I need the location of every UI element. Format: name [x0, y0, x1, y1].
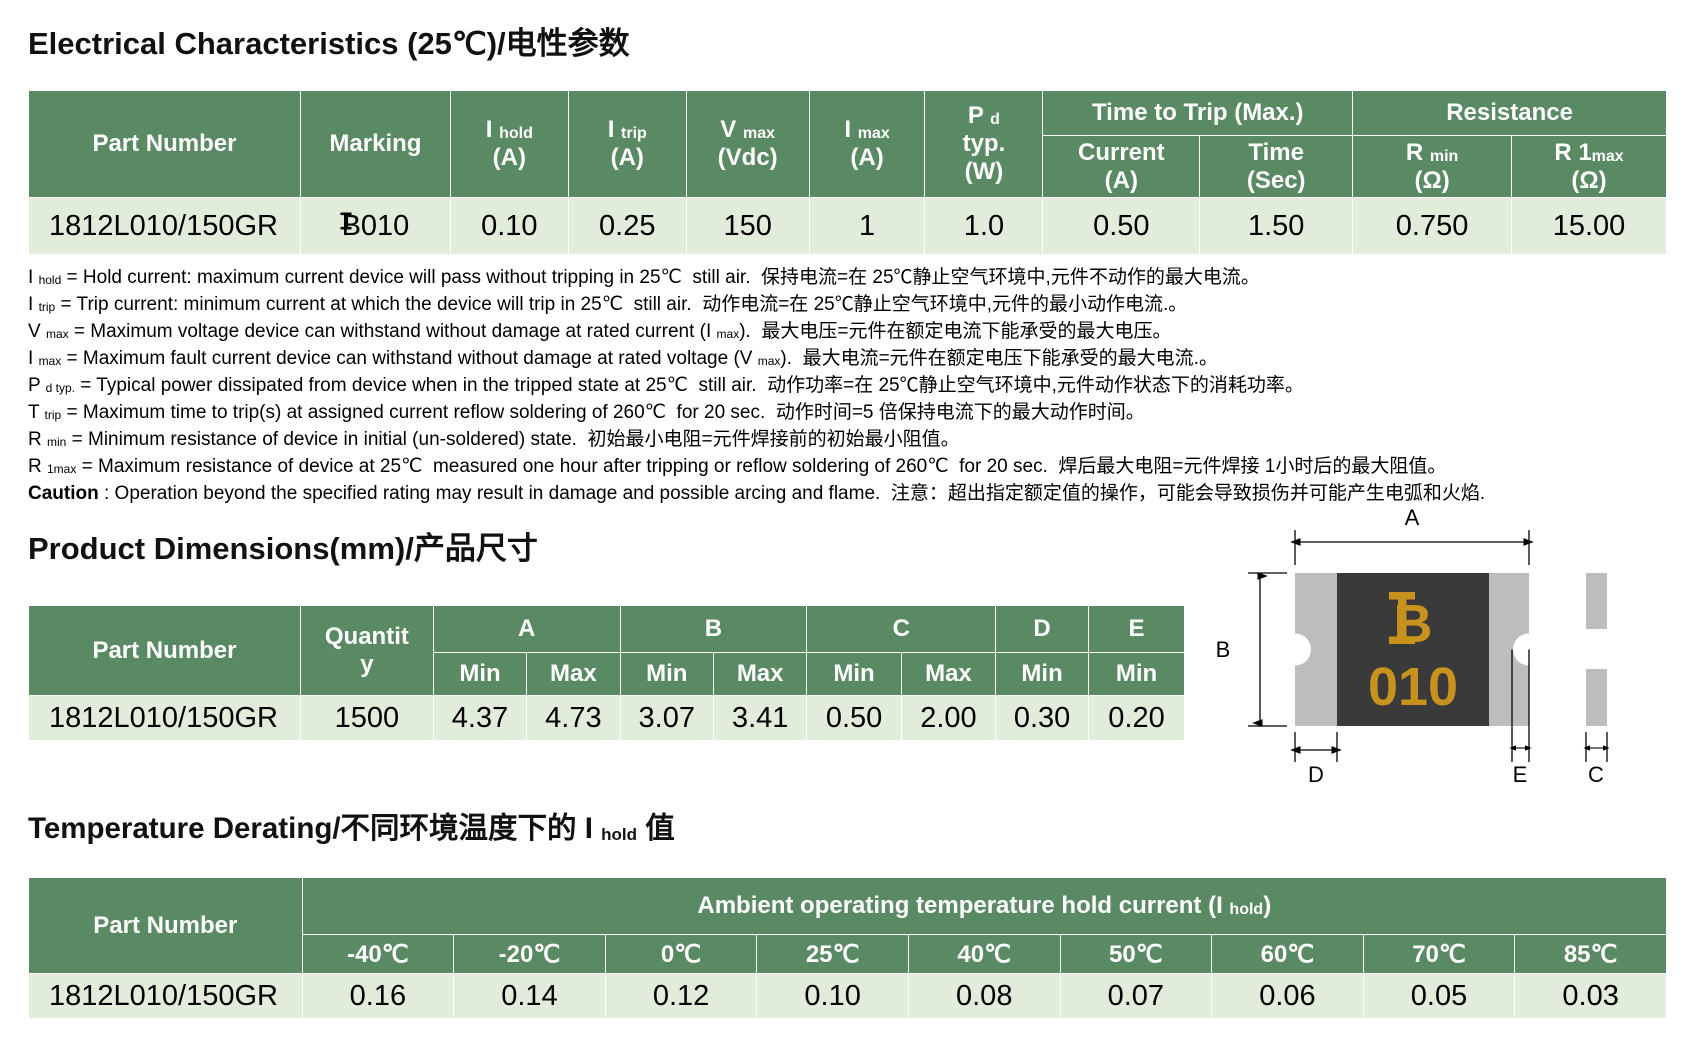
svg-text:010: 010	[1368, 657, 1458, 717]
svg-text:E: E	[1513, 762, 1528, 787]
svg-text:A: A	[1405, 505, 1420, 530]
svg-text:B: B	[1216, 637, 1231, 662]
svg-text:C: C	[1588, 762, 1604, 787]
svg-text:D: D	[1308, 762, 1324, 787]
